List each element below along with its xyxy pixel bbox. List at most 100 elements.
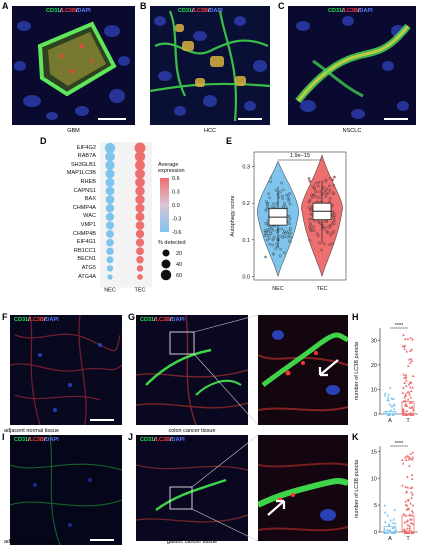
jitter-point [289, 240, 292, 244]
gene-label: VMP1 [80, 221, 96, 228]
data-point: ▴ [401, 529, 404, 535]
colon-zoom-image [258, 315, 348, 425]
data-point: ▴ [410, 379, 413, 385]
caption-i: adjacent normal tissue [4, 539, 60, 545]
caption-c: NSCLC [342, 128, 362, 134]
data-point: ▴ [403, 526, 406, 532]
dot-nec [105, 177, 115, 187]
data-point: ▴ [383, 530, 386, 536]
data-point: ▴ [403, 371, 406, 377]
data-point: ▴ [411, 508, 414, 514]
data-point: ▴ [384, 410, 387, 416]
data-point: ▴ [405, 502, 408, 508]
data-point: ▴ [411, 513, 414, 519]
jitter-point [265, 234, 268, 237]
jitter-point [279, 254, 282, 257]
micrograph-adjacent-colon: CD31/LC3B/DAPI [10, 315, 122, 425]
jitter-point [328, 176, 332, 180]
data-point: ▴ [404, 454, 407, 460]
data-point: ▴ [387, 398, 390, 404]
data-point: ▴ [384, 392, 387, 398]
jitter-point [287, 199, 291, 203]
jitter-point [282, 201, 286, 205]
jitter-point [309, 212, 312, 216]
data-point: ▴ [408, 506, 411, 512]
dot-tec [135, 194, 145, 205]
jitter-point [324, 195, 328, 198]
jitter-point [268, 242, 272, 246]
jitter-point [320, 248, 323, 252]
scale-bar-a [98, 118, 126, 120]
data-point: ▴ [408, 527, 411, 533]
legend-title-expression: Average [158, 162, 178, 168]
jitter-point [288, 202, 292, 206]
data-point: ▴ [388, 402, 391, 408]
data-point: ▴ [407, 411, 410, 417]
gene-label: EIF4G1 [76, 239, 96, 246]
dot-nec [107, 274, 113, 280]
gene-label: ATG4A [78, 273, 96, 280]
dot-tec [134, 151, 146, 162]
panel-label-e: E [226, 136, 233, 146]
jitter-point [267, 192, 271, 195]
data-point: ▴ [411, 457, 414, 463]
data-point: ▴ [409, 410, 412, 416]
jitter-point [288, 217, 292, 221]
y-tick-label: 0.2 [242, 201, 250, 207]
stain-legend-g: CD31/LC3B/DAPI [140, 317, 185, 323]
jitter-point [311, 194, 315, 198]
jitter-point [331, 178, 334, 182]
x-tick-label: NEC [272, 286, 284, 292]
data-point: ▴ [407, 363, 410, 369]
dot-tec [136, 256, 144, 264]
gene-label: SH3GLB1 [70, 161, 96, 168]
data-point: ▴ [403, 527, 406, 533]
jitter-point [269, 176, 273, 180]
significance-label: **** [395, 323, 404, 329]
data-point: ▴ [407, 497, 410, 503]
jitter-point [317, 180, 320, 184]
data-point: ▴ [409, 523, 412, 529]
jitter-point [270, 205, 274, 209]
x-tick-label: TEC [135, 288, 146, 294]
jitter-point [318, 190, 322, 193]
gene-label: MAP1LC3B [66, 170, 96, 177]
data-point: ▴ [393, 406, 396, 412]
data-point: ▴ [410, 399, 413, 405]
y-tick-label: 5 [374, 503, 377, 509]
gene-label: ATG5 [81, 264, 96, 271]
jitter-point [333, 214, 337, 217]
data-point: ▴ [389, 385, 392, 391]
jitter-point [328, 200, 331, 203]
data-point: ▴ [411, 385, 414, 391]
expression-colorbar [160, 178, 169, 232]
data-point: ▴ [404, 391, 407, 397]
data-point: ▴ [394, 507, 397, 513]
data-point: ▴ [405, 412, 408, 418]
jitter-point [332, 216, 336, 220]
data-point: ▴ [402, 344, 405, 350]
data-point: ▴ [408, 405, 411, 411]
y-axis-label: number of LC3B puncta [354, 459, 360, 518]
data-point: ▴ [387, 391, 390, 397]
micrograph-hcc: CD31/LC3B/DAPI [150, 6, 270, 125]
size-legend-dot [160, 269, 172, 281]
data-point: ▴ [403, 520, 406, 526]
stain-legend-i: CD31/LC3B/DAPI [14, 437, 59, 443]
jitter-point [289, 235, 293, 239]
x-tick-label: T [406, 418, 410, 424]
significance-label: **** [395, 441, 404, 447]
gene-label: BECN1 [77, 256, 96, 263]
jitter-point [275, 242, 278, 246]
jitter-point [288, 222, 291, 225]
data-point: ▴ [410, 517, 413, 523]
jitter-point [281, 194, 284, 198]
data-point: ▴ [411, 484, 414, 490]
micrograph-nsclc: CD31/LC3B/DAPI [288, 6, 416, 125]
jitter-point [325, 219, 328, 223]
dot-nec [106, 256, 114, 264]
jitter-point [268, 227, 271, 231]
x-tick-label: T [406, 536, 410, 542]
jitter-point [308, 225, 311, 229]
jitter-point [313, 186, 316, 190]
